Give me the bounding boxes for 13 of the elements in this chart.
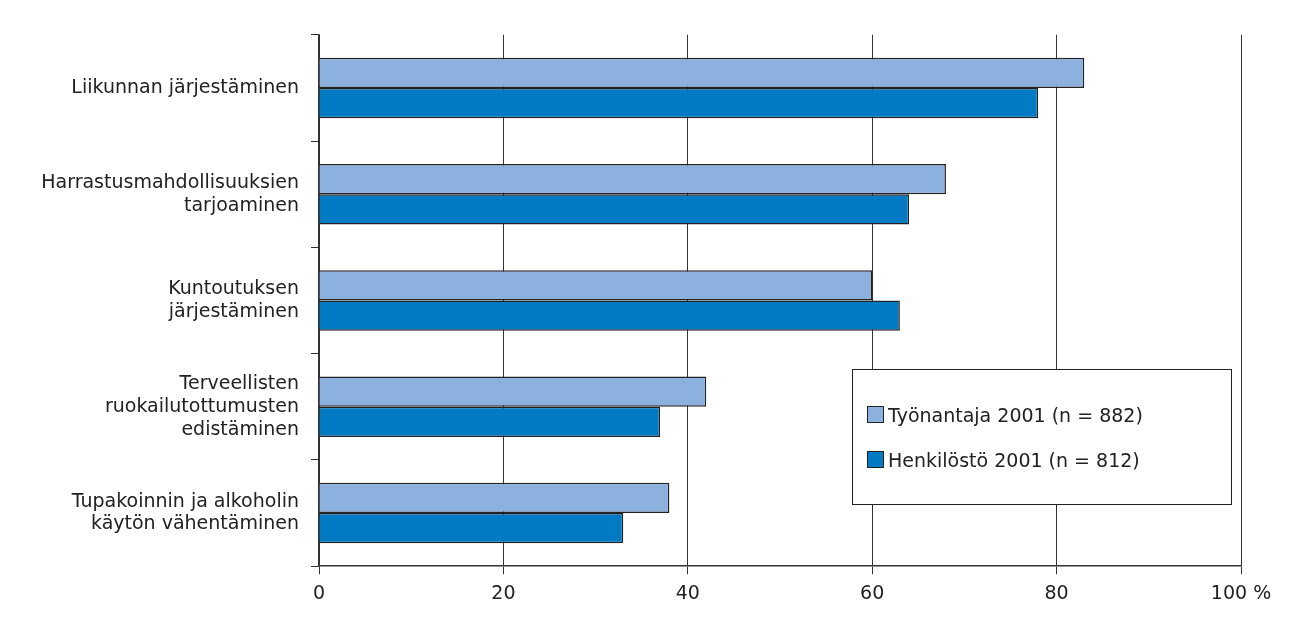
x-tick-label: 100 % <box>1210 580 1272 603</box>
y-tick-label: Terveellisten ruokailutottumusten edistäminen <box>104 370 299 439</box>
x-tick-label: 20 <box>491 580 516 603</box>
y-tick-label: Liikunnan järjestäminen <box>71 74 299 97</box>
x-tick-label: 40 <box>675 580 700 603</box>
x-tick-label: 0 <box>312 580 326 603</box>
legend-label: Henkilöstö 2001 (n = 812) <box>888 448 1140 471</box>
x-tick-label: 80 <box>1044 580 1069 603</box>
legend-label: Työnantaja 2001 (n = 882) <box>888 403 1143 426</box>
y-tick-label: Harrastusmahdollisuuksien tarjoaminen <box>41 169 299 215</box>
x-tick-label: 60 <box>860 580 885 603</box>
y-tick-label: Kuntoutuksen järjestäminen <box>167 276 299 321</box>
y-tick-label: Tupakoinnin ja alkoholin käytön vähentäminen <box>70 488 299 534</box>
